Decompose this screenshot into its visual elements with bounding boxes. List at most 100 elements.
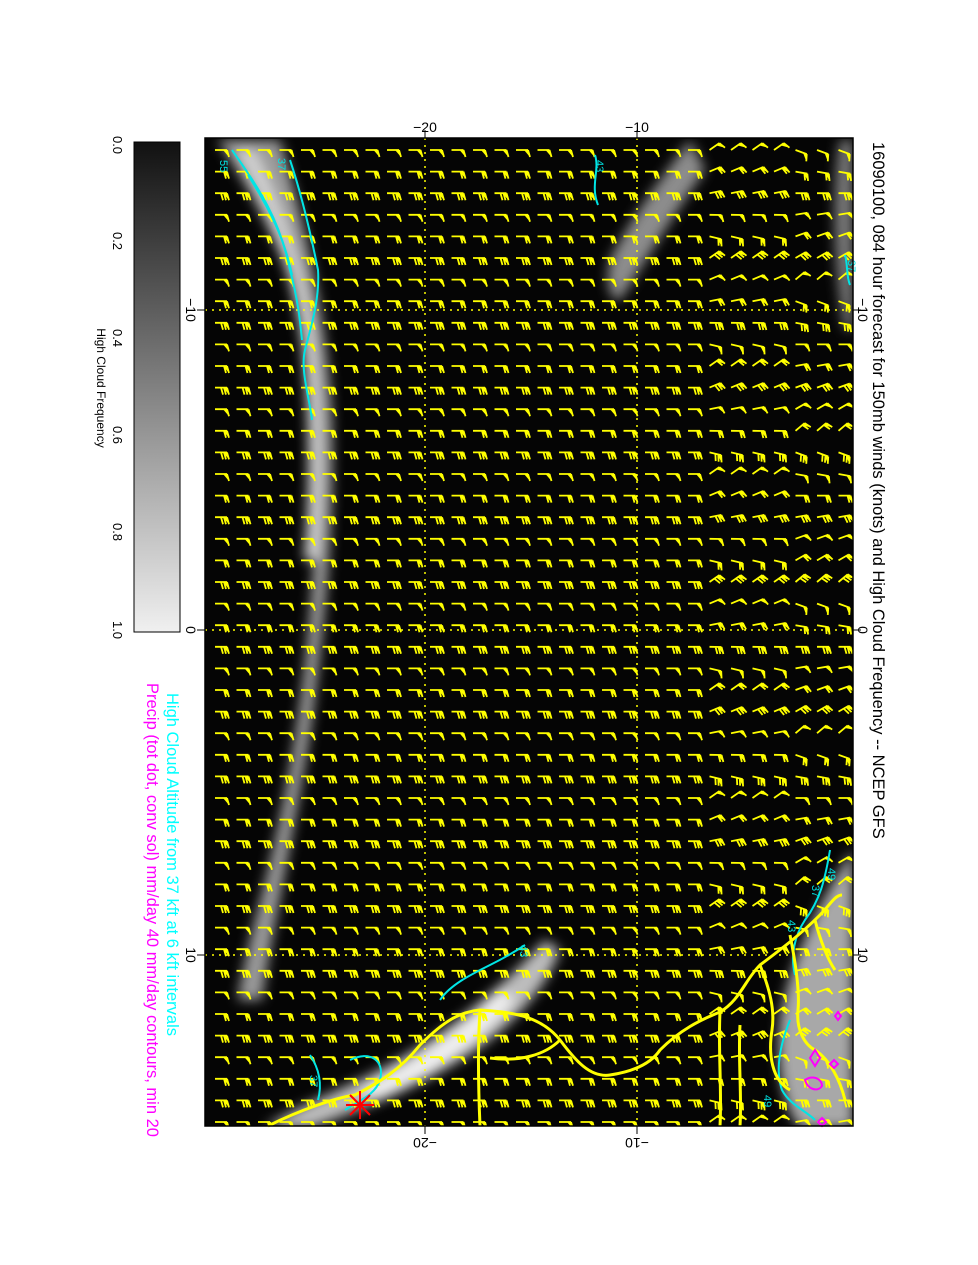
wind-barb [322,494,338,503]
wind-barb [795,231,812,240]
barb-pennant [373,279,380,287]
barb-pennant [696,430,702,438]
wind-barb [301,149,316,158]
wind-barb [645,365,660,374]
barb-pennant [309,171,315,179]
barb-pennant [674,474,681,481]
barb-pennant [481,387,487,395]
barb-pennant [781,214,788,223]
barb-pennant [524,301,530,309]
wind-barb [794,271,812,281]
wind-barb [473,149,488,158]
wind-barb [430,213,445,223]
wind-barb [752,490,769,499]
barb-pennant [567,171,573,179]
barb-pennant [716,143,725,148]
barb-pennant [674,322,681,330]
wind-barb [301,300,316,309]
wind-barb [559,257,574,266]
wind-barb [301,170,316,179]
wind-barb [451,300,467,309]
barb-pennant [416,366,423,373]
barb-pennant [717,430,724,439]
wind-barb [623,321,639,331]
barb-pennant [631,387,638,395]
wind-barb [365,365,381,374]
barb-pennant [567,344,573,352]
wind-barb [773,298,790,307]
barb-pennant [781,166,790,173]
wind-barb [537,516,553,525]
barb-pennant [760,214,767,223]
barb-pennant [309,193,315,201]
barb-pennant [674,150,681,157]
wind-barb [816,271,833,281]
wind-barb [602,235,617,244]
barb-pennant [717,406,725,414]
barb-pennant [502,258,509,265]
barb-pennant [481,214,487,222]
wind-barb [473,408,488,417]
wind-barb [794,422,812,432]
barb-pennant [610,171,616,179]
wind-barb [279,473,295,482]
barb-pennant [244,193,251,201]
barb-pennant [481,344,487,352]
wind-barb [666,278,682,287]
barb-pennant [438,366,444,373]
barb-pennant [737,359,747,364]
wind-barb [730,274,748,282]
wind-barb [344,300,359,309]
barb-pennant [330,387,337,395]
wind-barb [645,386,660,395]
wind-barb [537,278,553,287]
barb-pennant [631,452,638,460]
wind-barb [451,473,467,482]
wind-barb [258,278,273,287]
wind-barb [430,451,445,460]
axis-tick-top: −10 [625,119,649,135]
barb-pennant [524,344,530,352]
barb-pennant [330,430,337,438]
wind-barb [430,235,445,244]
wind-barb [451,278,467,287]
barb-pennant [738,382,747,389]
barb-pennant [653,409,659,417]
barb-pennant [438,474,444,481]
wind-barb [301,451,316,460]
wind-barb [408,278,424,287]
wind-barb [322,343,338,352]
barb-pennant [373,322,380,330]
wind-barb [688,408,703,417]
wind-barb [688,473,703,482]
barb-pennant [287,236,294,244]
barb-pennant [481,150,487,157]
wind-barb [236,494,252,503]
barb-pennant [717,214,724,223]
wind-barb [365,257,381,266]
wind-barb [752,298,769,307]
barb-pennant [459,322,466,330]
wind-barb [645,429,660,439]
barb-pennant [481,409,487,417]
wind-barb [537,451,553,460]
wind-barb [322,473,338,482]
barb-pennant [781,430,788,439]
barb-pennant [352,193,358,201]
barb-pennant [524,517,530,525]
barb-pennant [696,474,702,481]
barb-pennant [717,322,724,331]
wind-barb [708,250,726,260]
barb-pennant [759,490,769,497]
barb-pennant [588,236,595,244]
barb-pennant [223,258,229,265]
barb-pennant [395,409,401,417]
barb-pennant [223,214,229,222]
barb-pennant [481,236,487,244]
barb-pennant [395,430,401,438]
wind-barb [580,429,596,439]
barb-pennant [395,258,401,265]
barb-pennant [846,455,850,464]
barb-pennant [502,495,509,503]
barb-pennant [588,301,595,309]
